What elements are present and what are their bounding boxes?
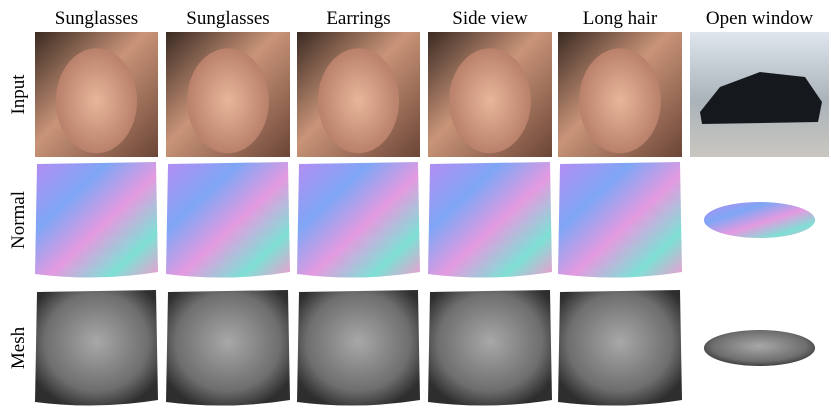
- mesh: [35, 290, 158, 406]
- mesh: [166, 290, 290, 406]
- normal-map: [704, 202, 815, 238]
- row-label: Input: [8, 74, 29, 115]
- normal-map: [35, 162, 158, 278]
- mesh: [704, 330, 815, 366]
- figure: Sunglasses Sunglasses Earrings Side view Lon…: [0, 0, 831, 408]
- column-header: Sunglasses: [55, 8, 138, 29]
- mesh: [297, 290, 420, 406]
- mesh: [558, 290, 682, 406]
- mesh: [428, 290, 552, 406]
- face: [187, 48, 269, 153]
- row-label: Normal: [8, 191, 29, 249]
- face: [449, 48, 531, 153]
- image-grid: [35, 32, 829, 406]
- face: [56, 48, 137, 153]
- column-header: Earrings: [326, 8, 390, 29]
- column-header: Sunglasses: [186, 8, 269, 29]
- column-header: Open window: [706, 8, 813, 29]
- face: [579, 48, 661, 153]
- row-label: Mesh: [8, 326, 29, 369]
- normal-map: [428, 162, 552, 278]
- face: [318, 48, 399, 153]
- column-header: Long hair: [583, 8, 658, 29]
- normal-map: [297, 162, 420, 278]
- normal-map: [558, 162, 682, 278]
- column-header: Side view: [452, 8, 528, 29]
- normal-map: [166, 162, 290, 278]
